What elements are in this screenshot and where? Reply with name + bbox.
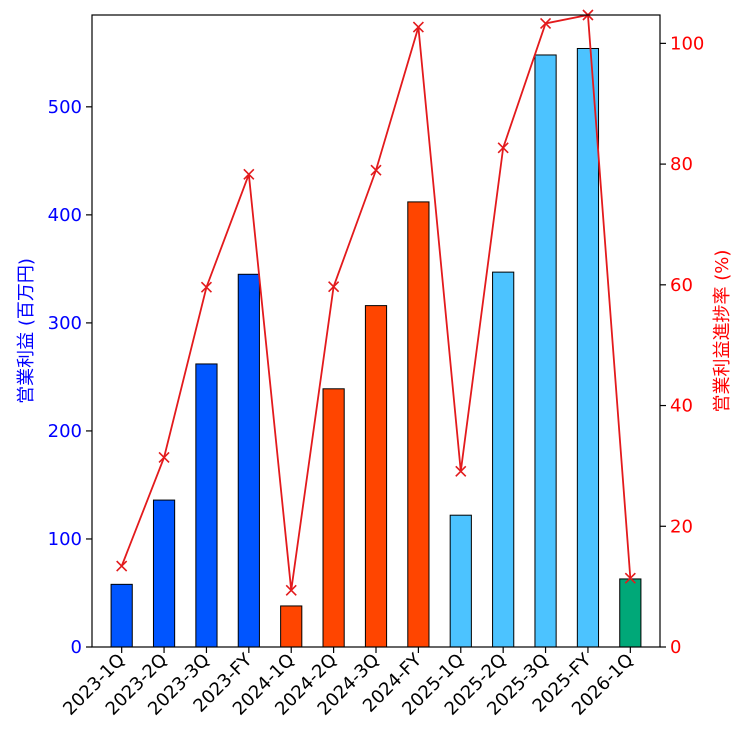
right-tick-label: 80: [670, 154, 693, 175]
left-axis-label: 営業利益 (百万円): [16, 258, 37, 404]
marker-2025-2Q: [497, 142, 509, 154]
bar-2024-FY: [407, 201, 430, 648]
marker-2025-3Q: [539, 17, 552, 30]
right-tick-label: 100: [670, 33, 704, 54]
line-series: [116, 9, 636, 596]
x-axis-ticks: 2023-1Q2023-2Q2023-3Q2023-FY2024-1Q2024-…: [59, 647, 638, 720]
left-tick-label: 100: [48, 529, 82, 550]
right-tick-label: 40: [670, 396, 693, 417]
bar-2023-FY: [237, 273, 260, 648]
marker-2026-1Q: [624, 572, 636, 584]
marker-2023-1Q: [116, 560, 128, 572]
marker-2024-2Q: [328, 281, 340, 293]
bar-series: [110, 47, 642, 648]
marker-2023-FY: [243, 168, 255, 180]
bar-2024-2Q: [322, 388, 345, 648]
marker-2023-3Q: [200, 281, 213, 293]
right-tick-label: 0: [670, 637, 681, 658]
bar-2025-FY: [576, 47, 600, 648]
bar-2025-1Q: [449, 514, 472, 648]
bar-2025-3Q: [534, 54, 557, 648]
marker-2024-3Q: [370, 164, 382, 176]
bar-2024-3Q: [364, 305, 388, 648]
left-tick-label: 400: [48, 205, 82, 226]
bar-2023-1Q: [110, 583, 133, 648]
left-tick-label: 500: [48, 97, 82, 118]
marker-2024-1Q: [285, 584, 297, 596]
right-tick-label: 20: [670, 516, 693, 537]
bar-2024-1Q: [280, 605, 303, 648]
left-tick-label: 200: [48, 421, 82, 442]
marker-2025-1Q: [455, 465, 467, 477]
left-axis-ticks: 0 100 200 300 400 500: [48, 97, 92, 658]
right-tick-label: 60: [670, 275, 693, 296]
bar-2023-3Q: [195, 363, 218, 648]
left-tick-label: 0: [71, 637, 82, 658]
bar-2026-1Q: [619, 578, 642, 648]
bar-2025-2Q: [492, 271, 515, 648]
right-axis-ticks: 0 20 40 60 80 100: [660, 33, 704, 658]
marker-2024-FY: [412, 21, 424, 33]
bar-2023-2Q: [152, 499, 176, 648]
left-tick-label: 300: [48, 313, 82, 334]
marker-2023-2Q: [158, 451, 170, 464]
right-axis-label: 営業利益進捗率 (%): [712, 250, 733, 413]
